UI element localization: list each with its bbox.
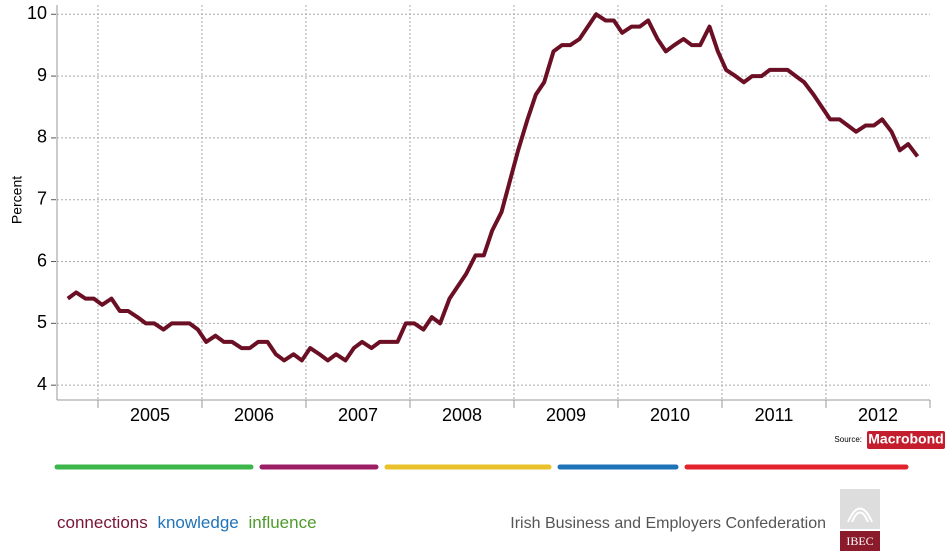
logo-text: IBEC <box>846 534 873 548</box>
x-tick-label: 2011 <box>755 405 794 425</box>
source-label: Source: <box>834 435 862 444</box>
y-tick-label: 8 <box>37 127 47 147</box>
y-tick-label: 4 <box>37 374 47 394</box>
tagline-3: influence <box>248 513 316 532</box>
y-tick-label: 5 <box>37 312 47 332</box>
tagline-1: connections <box>57 513 148 532</box>
y-tick-label: 6 <box>37 250 47 270</box>
x-tick-label: 2006 <box>234 405 274 425</box>
x-tick-label: 2012 <box>858 405 898 425</box>
source-badge <box>867 431 945 449</box>
y-axis-label: Percent <box>9 176 25 224</box>
source-name: Macrobond <box>868 431 943 447</box>
x-tick-label: 2010 <box>650 405 690 425</box>
y-tick-label: 10 <box>27 3 47 23</box>
x-tick-label: 2009 <box>546 405 586 425</box>
logo-swirl <box>847 507 873 523</box>
logo-band <box>840 531 880 551</box>
x-tick-label: 2005 <box>130 405 170 425</box>
x-tick-label: 2007 <box>338 405 378 425</box>
x-tick-label: 2008 <box>442 405 482 425</box>
y-tick-label: 9 <box>37 65 47 85</box>
series-line <box>66 12 920 363</box>
tagline: connections knowledge influence <box>57 513 317 532</box>
organisation: Irish Business and Employers Confederati… <box>510 515 826 532</box>
tagline-2: knowledge <box>157 513 238 532</box>
y-tick-label: 7 <box>37 188 47 208</box>
